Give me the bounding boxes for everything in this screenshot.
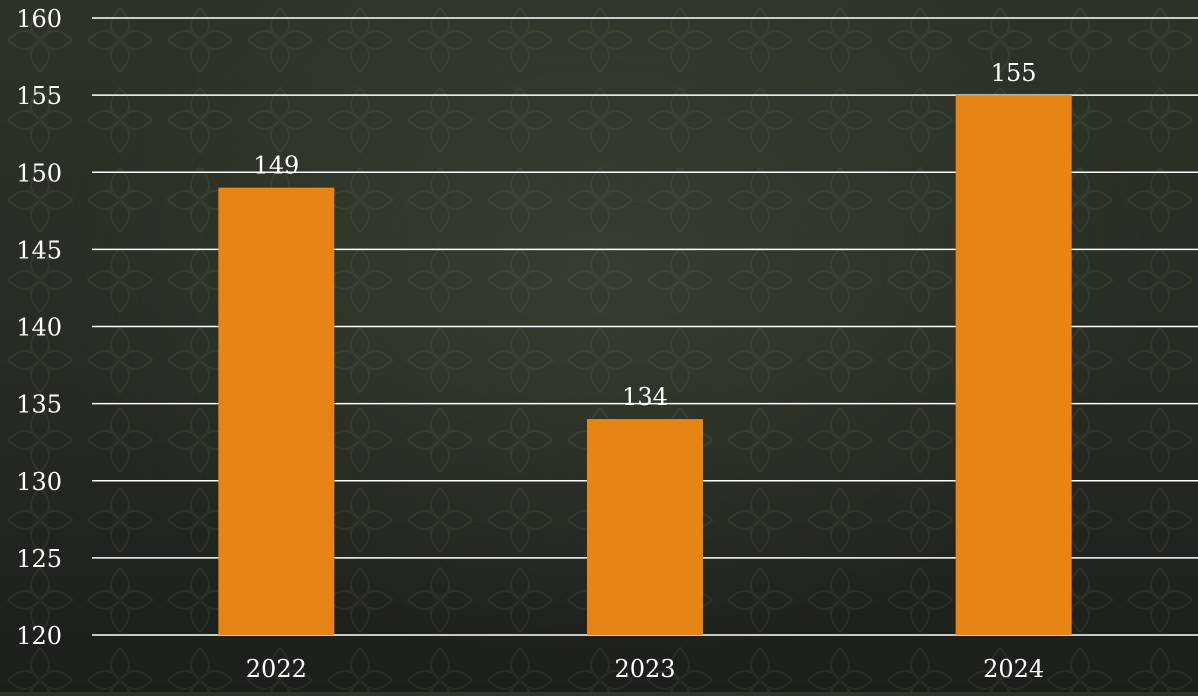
data-label: 155 (991, 59, 1037, 87)
x-tick-label: 2023 (614, 655, 675, 683)
x-tick-label: 2024 (983, 655, 1044, 683)
bar-2022 (218, 187, 335, 636)
bar-2024 (955, 95, 1072, 635)
y-tick-label: 140 (16, 314, 62, 342)
x-tick-label: 2022 (246, 655, 307, 683)
data-labels: 149 134 155 (253, 59, 1036, 411)
data-label: 134 (622, 383, 668, 411)
bar-2023 (587, 419, 703, 635)
y-tick-label: 135 (16, 391, 62, 419)
y-tick-label: 130 (16, 468, 62, 496)
y-tick-label: 120 (16, 622, 62, 650)
y-axis: 120 125 130 135 140 145 150 155 160 (16, 5, 62, 650)
bars (218, 95, 1072, 636)
x-axis: 2022 2023 2024 (246, 655, 1044, 683)
data-label: 149 (253, 152, 299, 180)
y-tick-label: 160 (16, 5, 62, 33)
y-tick-label: 145 (16, 236, 62, 264)
y-tick-label: 150 (16, 159, 62, 187)
y-tick-label: 125 (16, 545, 62, 573)
y-tick-label: 155 (16, 82, 62, 110)
